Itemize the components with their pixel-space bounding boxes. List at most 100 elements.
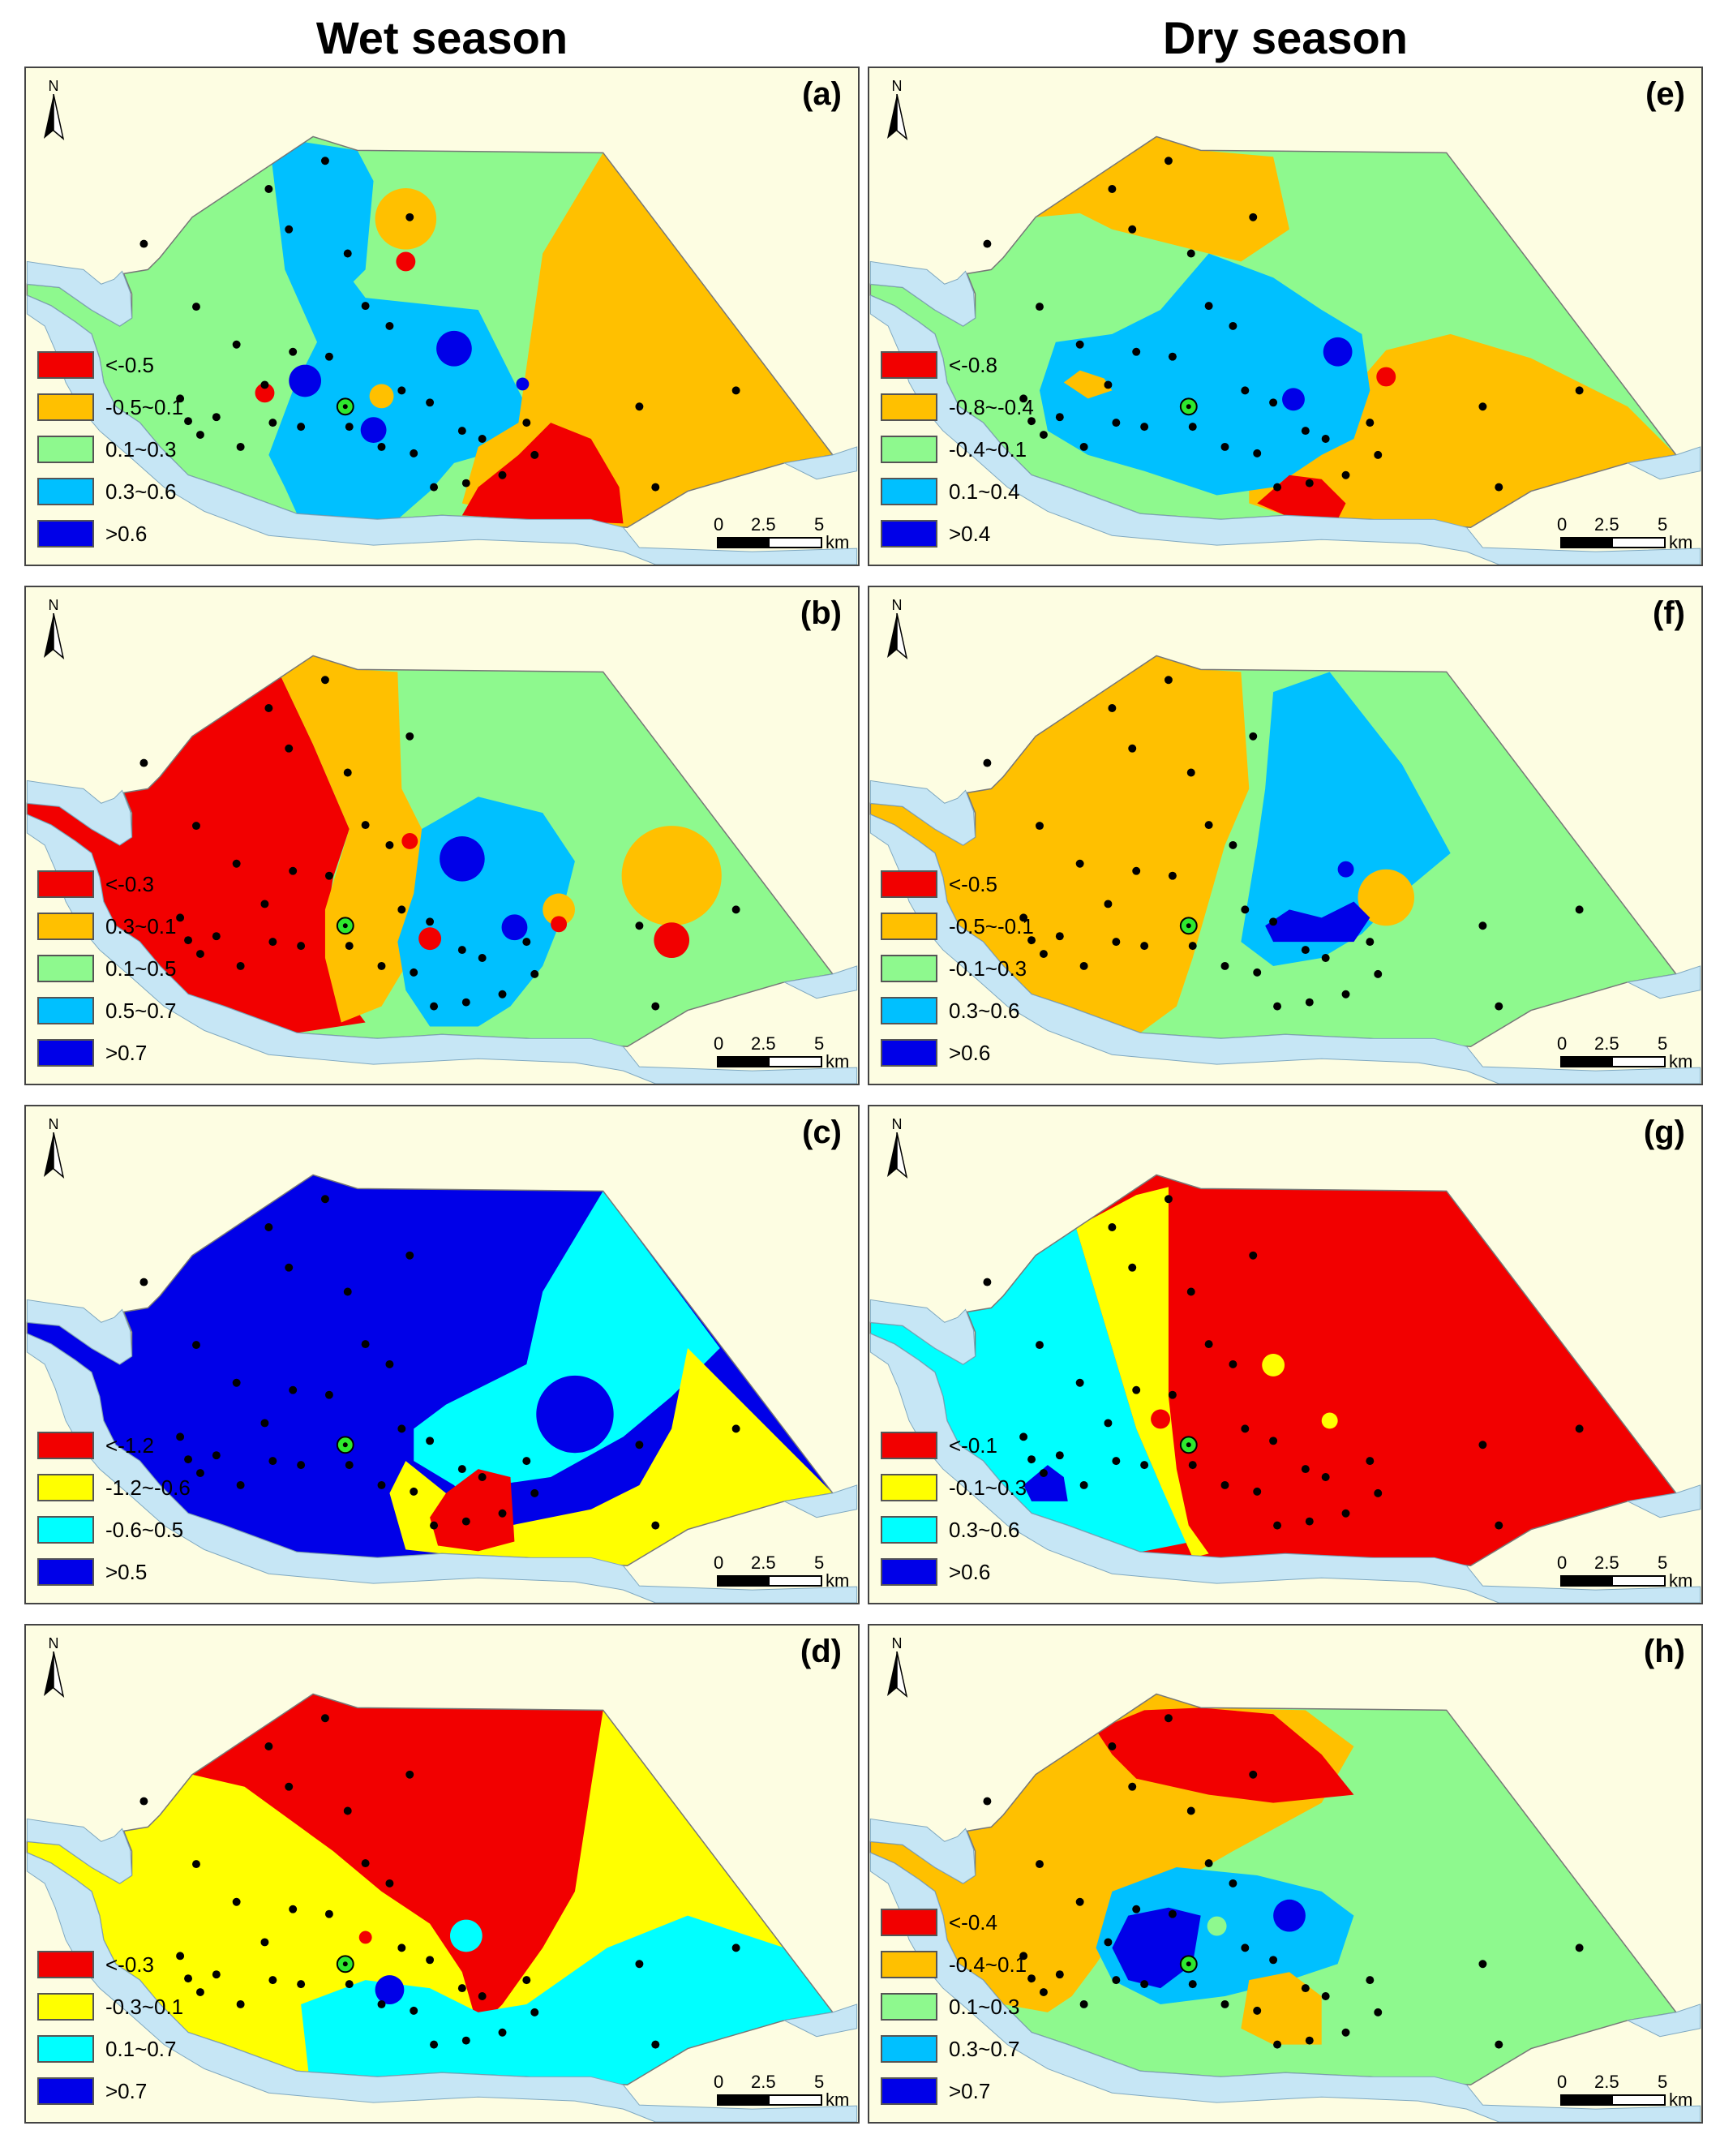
- scale-bar: 0 2.5 5 km: [1557, 1553, 1692, 1595]
- sample-site: [289, 347, 298, 356]
- legend-swatch: [37, 1516, 94, 1544]
- legend-swatch: [881, 1432, 937, 1459]
- scale-unit: km: [1669, 532, 1693, 552]
- zone-e-6: [1282, 388, 1305, 411]
- north-arrow-icon: N: [37, 597, 70, 662]
- sample-site: [212, 413, 221, 422]
- scale-tick-2: 5: [1658, 514, 1668, 535]
- sample-site: [1341, 470, 1350, 479]
- sample-site: [1079, 442, 1088, 451]
- north-label: N: [891, 1116, 903, 1132]
- dry-season-title: Dry season: [1163, 12, 1408, 63]
- sample-site: [405, 1770, 414, 1779]
- sample-site: [522, 938, 531, 947]
- legend-item: -0.1~0.3: [881, 947, 1034, 990]
- sample-site: [232, 1897, 241, 1906]
- legend-item: 0.1~0.7: [37, 2028, 183, 2070]
- sample-site: [139, 758, 148, 767]
- sample-site: [635, 402, 644, 411]
- legend-item: -0.6~0.5: [37, 1509, 191, 1551]
- sample-site: [1036, 1860, 1044, 1869]
- sample-site: [1108, 1742, 1117, 1750]
- sample-site: [1374, 1488, 1383, 1497]
- north-label: N: [48, 78, 59, 94]
- sample-site: [268, 1457, 277, 1466]
- sample-site: [1478, 402, 1487, 411]
- sample-site: [1220, 442, 1229, 451]
- sample-site: [320, 157, 329, 165]
- sample-site: [405, 732, 414, 741]
- sample-site: [212, 932, 221, 941]
- legend-label: <-0.3: [105, 1952, 154, 1977]
- map-svg-a: [26, 135, 858, 565]
- sample-site: [397, 1943, 406, 1952]
- river: [26, 1818, 858, 2122]
- zone-b-7: [501, 914, 528, 941]
- sample-site: [1478, 1441, 1487, 1450]
- river: [869, 780, 1701, 1084]
- sample-site: [397, 905, 406, 914]
- sample-site: [1186, 1287, 1195, 1296]
- sample-site: [268, 1976, 277, 1985]
- sample-site: [498, 2028, 507, 2037]
- sample-site: [1241, 1943, 1250, 1952]
- legend-swatch: [881, 1558, 937, 1586]
- legend-label: -1.2~-0.6: [105, 1475, 191, 1500]
- sample-site: [195, 950, 204, 959]
- sample-site: [426, 1437, 435, 1445]
- sample-site: [264, 1742, 273, 1750]
- legend-label: 0.3~0.6: [105, 479, 177, 504]
- north-arrow-icon: N: [37, 1116, 70, 1181]
- river: [26, 260, 858, 565]
- legend-swatch: [881, 1993, 937, 2021]
- sample-site: [1104, 380, 1113, 389]
- sample-site: [297, 1980, 306, 1989]
- scale-tick-0: 0: [1557, 1033, 1568, 1054]
- scale-bar: 0 2.5 5 km: [1557, 514, 1693, 556]
- sample-site: [635, 1960, 644, 1969]
- scale-tick-0: 0: [1557, 2072, 1568, 2092]
- sample-site: [324, 871, 333, 880]
- legend-label: 0.3~0.1: [105, 913, 177, 938]
- panel-label: (a): [802, 76, 842, 112]
- sample-site: [461, 1517, 470, 1526]
- sample-site: [410, 1487, 418, 1496]
- sample-site: [1301, 946, 1310, 955]
- sample-site: [192, 1341, 200, 1350]
- zone-a-6: [436, 330, 472, 367]
- sample-site: [1305, 998, 1314, 1007]
- sample-site: [478, 954, 487, 962]
- north-arrow-shape: [44, 1651, 65, 1698]
- sample-site: [1269, 917, 1278, 926]
- legend-item: <-0.1: [881, 1424, 1027, 1467]
- river: [869, 1818, 1701, 2122]
- sample-site: [192, 303, 200, 311]
- sample-site: [361, 1859, 370, 1868]
- legend-label: -0.5~-0.1: [949, 913, 1034, 938]
- sample-site: [983, 1797, 992, 1806]
- north-arrow-shape: [44, 94, 65, 140]
- sample-site: [522, 1976, 531, 1985]
- legend-swatch: [37, 1558, 94, 1586]
- legend-label: 0.1~0.5: [105, 956, 177, 981]
- sample-site: [410, 968, 418, 977]
- legend-item: -0.1~0.3: [881, 1467, 1027, 1509]
- sample-site: [1164, 676, 1173, 685]
- sample-site: [1366, 938, 1375, 947]
- sample-site: [1140, 1980, 1149, 1989]
- sample-site: [1075, 859, 1084, 868]
- scale-tick-2: 5: [814, 1033, 825, 1054]
- sample-site: [236, 1480, 245, 1489]
- sample-site: [430, 2040, 439, 2049]
- sample-site: [361, 1340, 370, 1349]
- zone-h-2: [1096, 1707, 1354, 1803]
- north-arrow-icon: N: [881, 597, 913, 662]
- sample-site: [457, 946, 466, 955]
- north-arrow-icon: N: [881, 1635, 913, 1700]
- sample-site: [297, 942, 306, 951]
- sample-site: [139, 1278, 148, 1286]
- sample-site: [184, 1455, 193, 1464]
- sample-site: [343, 1287, 352, 1296]
- sample-site: [983, 758, 992, 767]
- sample-site: [1019, 913, 1028, 922]
